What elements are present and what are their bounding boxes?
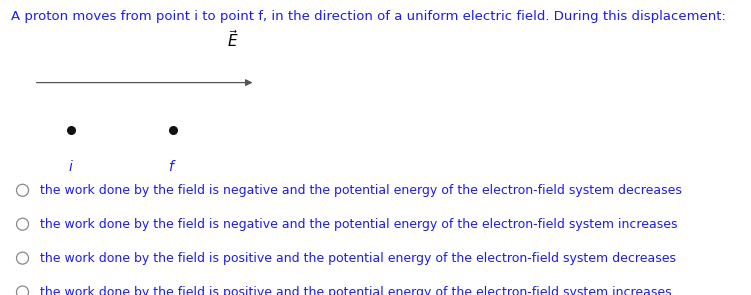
Text: the work done by the field is negative and the potential energy of the electron-: the work done by the field is negative a… [40, 184, 682, 197]
Text: $f$: $f$ [168, 159, 177, 174]
Text: the work done by the field is positive and the potential energy of the electron-: the work done by the field is positive a… [40, 286, 671, 295]
Text: $\vec{E}$: $\vec{E}$ [227, 29, 239, 50]
Text: the work done by the field is negative and the potential energy of the electron-: the work done by the field is negative a… [40, 218, 677, 231]
Text: A proton moves from point i to point f, in the direction of a uniform electric f: A proton moves from point i to point f, … [11, 10, 726, 23]
Text: the work done by the field is positive and the potential energy of the electron-: the work done by the field is positive a… [40, 252, 676, 265]
Text: $i$: $i$ [68, 159, 74, 174]
